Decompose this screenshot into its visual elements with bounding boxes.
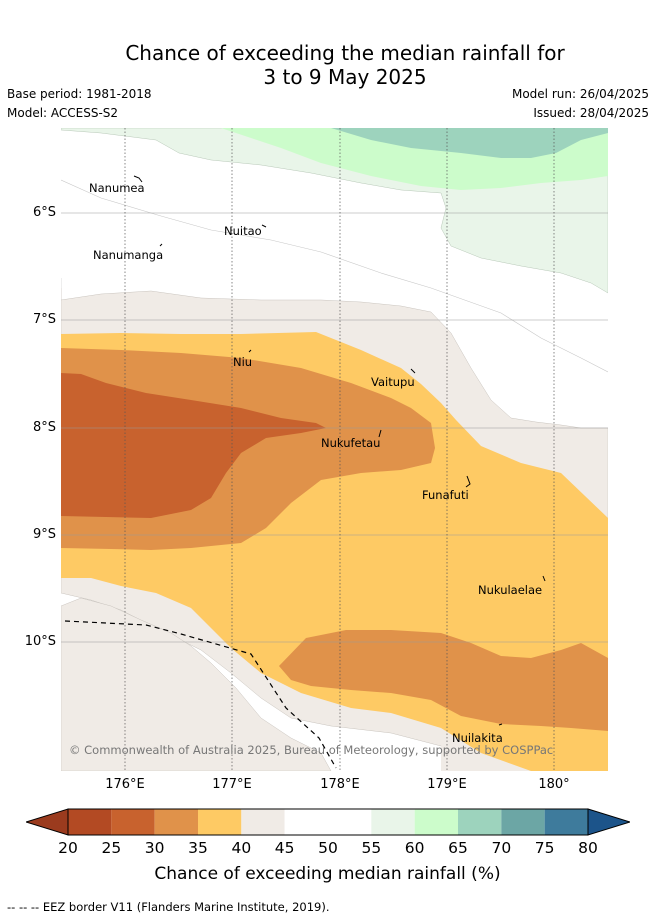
lon-label-178e: 178°E <box>320 777 360 792</box>
zone-65-70 <box>331 128 608 158</box>
colorbar-segment <box>241 809 285 835</box>
lat-label-6s: 6°S <box>32 205 56 220</box>
zone-40-45-lower <box>61 597 332 771</box>
model-name: Model: ACCESS-S2 <box>7 106 119 120</box>
colorbar-over-arrow <box>587 808 632 836</box>
colorbar-under-arrow <box>24 808 69 836</box>
colorbar-tick-label: 20 <box>58 839 78 857</box>
colorbar-segment <box>198 809 242 835</box>
colorbar-tick-label: 35 <box>188 839 208 857</box>
colorbar-segment <box>501 809 545 835</box>
colorbar-segment <box>458 809 502 835</box>
colorbar-tick-label: 25 <box>101 839 122 857</box>
colorbar-segment <box>544 809 588 835</box>
lon-label-180: 180° <box>538 777 570 792</box>
map-title-line1: Chance of exceeding the median rainfall … <box>125 41 565 65</box>
place-label-nanumea: Nanumea <box>89 181 145 195</box>
map-title-line2: 3 to 9 May 2025 <box>263 65 427 89</box>
lon-label-179e: 179°E <box>427 777 467 792</box>
eez-border <box>64 620 337 769</box>
lon-label-177e: 177°E <box>212 777 252 792</box>
lat-label-8s: 8°S <box>32 420 56 435</box>
colorbar-tick-label: 65 <box>448 839 468 857</box>
colorbar-segment <box>68 809 112 835</box>
lat-gridlines <box>61 212 608 643</box>
place-label-nuilakita: Nuilakita <box>452 731 503 745</box>
copyright-credit: © Commonwealth of Australia 2025, Bureau… <box>69 743 554 757</box>
colorbar-segment <box>154 809 198 835</box>
colorbar-tick-label: 80 <box>578 839 598 857</box>
colorbar-label: Chance of exceeding median rainfall (%) <box>154 864 501 884</box>
lon-gridlines <box>124 128 555 771</box>
colorbar-tick-label: 75 <box>534 839 555 857</box>
colorbar-tick-label: 55 <box>361 839 382 857</box>
zone-25-30 <box>61 373 326 518</box>
colorbar-tick-label: 30 <box>144 839 165 857</box>
colorbar-tick-label: 50 <box>318 839 338 857</box>
colorbar-segment <box>284 809 328 835</box>
lon-label-176e: 176°E <box>105 777 145 792</box>
rainfall-map <box>61 128 608 771</box>
place-label-nukulaelae: Nukulaelae <box>478 583 543 597</box>
lat-label-9s: 9°S <box>32 527 56 542</box>
island-outlines <box>133 175 546 726</box>
colorbar-frame <box>67 808 589 836</box>
zone-30-35-south <box>279 630 608 731</box>
issued-date: Issued: 28/04/2025 <box>533 106 649 120</box>
eez-footnote: -- -- -- EEZ border V11 (Flanders Marine… <box>7 900 330 914</box>
place-label-nanumanga: Nanumanga <box>93 248 164 262</box>
place-label-funafuti: Funafuti <box>422 488 469 502</box>
colorbar-tick-label: 45 <box>274 839 295 857</box>
place-label-nuitao: Nuitao <box>224 224 262 238</box>
colorbar-tick-label: 40 <box>231 839 252 857</box>
base-period: Base period: 1981-2018 <box>7 87 152 101</box>
colorbar-svg <box>24 808 632 836</box>
place-label-nukufetau: Nukufetau <box>321 436 381 450</box>
colorbar-segment <box>371 809 415 835</box>
lat-label-10s: 10°S <box>24 634 56 649</box>
place-label-vaitupu: Vaitupu <box>371 375 415 389</box>
colorbar-tick-label: 70 <box>491 839 512 857</box>
colorbar-segment <box>414 809 458 835</box>
colorbar-tick-label: 60 <box>404 839 425 857</box>
lat-label-7s: 7°S <box>32 312 56 327</box>
map-svg <box>61 128 608 771</box>
colorbar-segment <box>111 809 155 835</box>
colorbar-segment <box>328 809 372 835</box>
model-run: Model run: 26/04/2025 <box>511 87 649 101</box>
colorbar <box>24 807 632 837</box>
place-label-niu: Niu <box>233 355 253 369</box>
